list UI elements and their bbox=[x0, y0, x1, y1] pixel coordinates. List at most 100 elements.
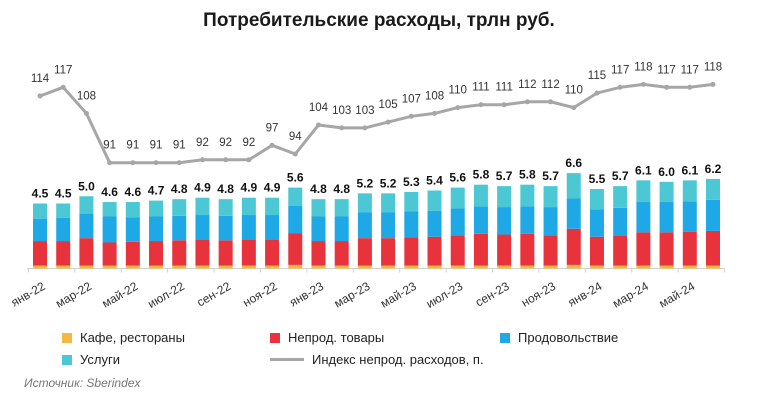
index-point bbox=[246, 157, 252, 163]
index-value-label: 114 bbox=[31, 73, 50, 85]
bar-total-label: 5.2 bbox=[380, 176, 397, 190]
legend-label: Услуги bbox=[80, 352, 120, 367]
legend-item-cafe: Кафе, рестораны bbox=[62, 330, 185, 345]
x-tick-label: янв-24 bbox=[566, 279, 605, 310]
bar-total-label: 5.6 bbox=[287, 171, 304, 185]
bar-total-label: 6.1 bbox=[681, 163, 698, 177]
bar-segment bbox=[334, 199, 349, 217]
bar-segment bbox=[427, 265, 442, 269]
bar-segment bbox=[706, 265, 720, 269]
index-value-label: 92 bbox=[242, 137, 255, 149]
index-value-label: 111 bbox=[495, 82, 512, 94]
bar-total-label: 5.7 bbox=[612, 169, 629, 183]
bar-segment bbox=[33, 218, 47, 242]
bar-total-label: 4.6 bbox=[101, 185, 118, 199]
bar-segment bbox=[265, 215, 280, 240]
bar-segment bbox=[473, 206, 488, 234]
bar-segment bbox=[125, 241, 140, 266]
bar-segment bbox=[218, 215, 233, 241]
bar-segment bbox=[102, 242, 117, 266]
index-value-label: 91 bbox=[173, 140, 186, 152]
index-value-label: 115 bbox=[588, 70, 606, 82]
index-value-label: 111 bbox=[472, 82, 489, 94]
bar-segment bbox=[682, 180, 697, 202]
bar-segment bbox=[659, 265, 674, 269]
x-tick-label: май-23 bbox=[378, 279, 419, 311]
bar-segment bbox=[79, 213, 94, 239]
bar-total-label: 5.6 bbox=[449, 171, 466, 185]
bar-segment bbox=[311, 199, 326, 217]
index-point bbox=[385, 119, 391, 125]
index-value-label: 117 bbox=[611, 64, 629, 76]
bar-segment bbox=[566, 228, 581, 265]
index-point bbox=[130, 160, 136, 166]
index-point bbox=[83, 110, 89, 116]
index-point bbox=[710, 81, 716, 87]
bar-segment bbox=[450, 265, 465, 269]
bar-segment bbox=[241, 197, 256, 216]
bar-total-label: 5.7 bbox=[542, 169, 559, 183]
bar-segment bbox=[473, 184, 488, 207]
bar-segment bbox=[636, 265, 651, 269]
bar-segment bbox=[636, 232, 651, 266]
chart-title: Потребительские расходы, трлн руб. bbox=[203, 10, 555, 31]
bar-segment bbox=[334, 241, 349, 266]
bar-segment bbox=[659, 202, 674, 233]
bar-segment bbox=[497, 234, 512, 266]
legend-swatch bbox=[270, 332, 280, 343]
index-point bbox=[687, 84, 693, 90]
bar-segment bbox=[218, 199, 233, 216]
bar-total-label: 4.8 bbox=[310, 182, 327, 196]
index-point bbox=[455, 105, 461, 111]
bar-segment bbox=[613, 207, 628, 236]
index-point bbox=[60, 84, 66, 90]
bar-segment bbox=[613, 235, 628, 266]
bar-segment bbox=[288, 205, 303, 234]
x-tick-label: мар-24 bbox=[610, 279, 651, 311]
bar-segment bbox=[149, 216, 164, 242]
index-value-label: 112 bbox=[518, 79, 536, 91]
bar-segment bbox=[218, 265, 233, 269]
bar-segment bbox=[125, 202, 140, 218]
bar-segment bbox=[311, 241, 326, 266]
bar-total-label: 5.3 bbox=[403, 175, 420, 189]
index-value-label: 94 bbox=[289, 131, 302, 143]
bar-segment bbox=[427, 190, 442, 211]
bar-total-label: 4.9 bbox=[194, 181, 211, 195]
bar-segment bbox=[357, 238, 372, 266]
index-value-label: 108 bbox=[425, 90, 444, 102]
bar-segment bbox=[172, 265, 187, 269]
index-point bbox=[478, 102, 484, 108]
index-point bbox=[362, 125, 368, 131]
index-point bbox=[199, 157, 205, 163]
bar-segment bbox=[33, 265, 47, 269]
index-point bbox=[292, 151, 298, 157]
bar-total-label: 4.9 bbox=[264, 181, 281, 195]
bar-segment bbox=[381, 238, 396, 266]
bar-total-label: 6.6 bbox=[565, 156, 582, 170]
bar-segment bbox=[381, 265, 396, 269]
bar-segment bbox=[450, 235, 465, 266]
bar-segment bbox=[497, 265, 512, 269]
bar-segment bbox=[520, 206, 535, 234]
legend-label: Кафе, рестораны bbox=[80, 330, 185, 345]
bar-segment bbox=[543, 265, 558, 269]
bar-segment bbox=[33, 241, 47, 266]
bar-segment bbox=[450, 187, 465, 209]
bar-segment bbox=[79, 265, 94, 269]
index-value-label: 117 bbox=[657, 64, 675, 76]
source-note: Источник: Sberindex bbox=[24, 376, 141, 390]
legend-item-index: Индекс непрод. расходов, п. bbox=[270, 352, 484, 367]
index-value-label: 107 bbox=[402, 93, 421, 105]
x-tick-label: сен-23 bbox=[473, 279, 512, 310]
index-value-label: 110 bbox=[565, 85, 583, 97]
index-value-label: 103 bbox=[355, 105, 374, 117]
bar-segment bbox=[706, 178, 720, 200]
index-point bbox=[432, 110, 438, 116]
bar-total-label: 5.5 bbox=[589, 172, 606, 186]
bar-segment bbox=[589, 189, 604, 210]
legend-swatch bbox=[500, 332, 510, 343]
bar-segment bbox=[613, 265, 628, 269]
bar-segment bbox=[381, 193, 396, 213]
index-point bbox=[107, 160, 113, 166]
